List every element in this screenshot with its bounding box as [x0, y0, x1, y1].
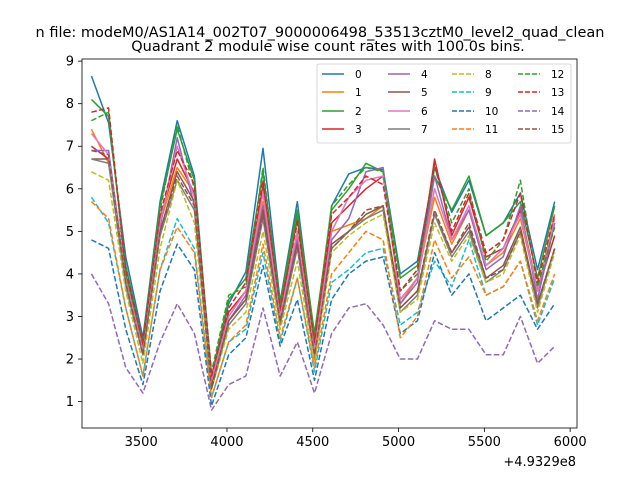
x-tick-label: 6000: [554, 435, 587, 450]
plot-frame: [81, 58, 578, 429]
y-tick-label: 7: [66, 140, 74, 155]
series-line-12: [91, 111, 556, 373]
y-tick-label: 4: [66, 267, 74, 282]
legend-box: [316, 63, 572, 144]
chart-title: Quadrant 2 module wise count rates with …: [131, 39, 525, 55]
legend-label: 13: [551, 87, 564, 99]
legend-entry-0: 0: [322, 69, 362, 81]
series-layer: [90, 75, 556, 411]
legend-entry-5: 5: [388, 87, 428, 99]
legend-entry-6: 6: [388, 106, 428, 118]
legend-label: 5: [421, 87, 428, 99]
legend-entry-1: 1: [322, 87, 362, 99]
x-offset-label: +4.9329e8: [503, 455, 576, 470]
series-line-9: [90, 196, 556, 399]
x-tick-label: 5500: [468, 435, 501, 450]
legend-label: 4: [421, 69, 428, 81]
legend-label: 6: [421, 106, 428, 118]
legend-label: 15: [551, 124, 564, 136]
legend-label: 11: [485, 124, 498, 136]
x-tick-label: 4500: [296, 435, 329, 450]
legend-label: 14: [551, 106, 565, 118]
series-line-8: [91, 171, 556, 390]
legend-entry-9: 9: [452, 87, 492, 99]
legend-entry-12: 12: [518, 69, 564, 81]
y-tick-label: 9: [66, 55, 74, 70]
y-tick-label: 8: [66, 97, 74, 112]
legend-label: 1: [355, 87, 362, 99]
legend-label: 12: [551, 69, 564, 81]
x-tick-label: 4000: [210, 435, 243, 450]
legend-label: 0: [355, 69, 362, 81]
legend-label: 8: [485, 69, 492, 81]
legend-entry-3: 3: [322, 124, 362, 136]
chart-suptitle: n file: modeM0/AS1A14_002T07_9000006498_…: [36, 25, 605, 41]
legend-entry-13: 13: [518, 87, 564, 99]
series-line-10: [91, 239, 556, 407]
legend-entry-2: 2: [322, 106, 362, 118]
series-line-15: [91, 149, 556, 390]
legend-entry-8: 8: [452, 69, 492, 81]
legend-label: 10: [485, 106, 498, 118]
legend-entry-4: 4: [388, 69, 428, 81]
y-tick-label: 5: [66, 225, 74, 240]
legend-label: 3: [355, 124, 362, 136]
y-tick-label: 6: [66, 182, 74, 197]
series-line-11: [90, 201, 556, 399]
legend-entry-7: 7: [388, 124, 428, 136]
legend-entry-11: 11: [452, 124, 498, 136]
legend-label: 9: [485, 87, 492, 99]
x-tick-label: 5000: [382, 435, 415, 450]
legend-entry-15: 15: [518, 124, 564, 136]
legend-entry-10: 10: [452, 106, 498, 118]
series-line-13: [91, 107, 556, 377]
y-tick-label: 3: [66, 310, 74, 325]
legend-label: 7: [421, 124, 428, 136]
x-tick-label: 3500: [125, 435, 158, 450]
y-tick-label: 1: [66, 395, 74, 410]
y-tick-label: 2: [66, 353, 74, 368]
series-line-14: [90, 273, 556, 411]
legend-label: 2: [355, 106, 362, 118]
legend-entry-14: 14: [518, 106, 565, 118]
